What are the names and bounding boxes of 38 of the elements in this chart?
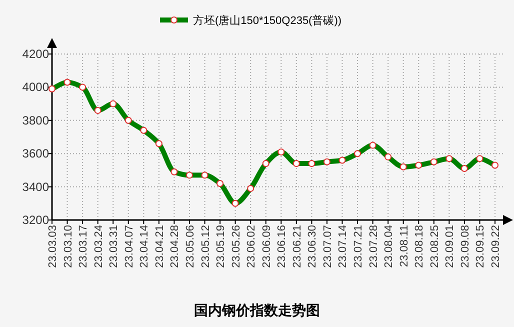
y-tick-label: 4200 bbox=[22, 47, 50, 61]
x-tick-label: 23.03.17 bbox=[78, 225, 90, 268]
x-tick-label: 23.08.25 bbox=[428, 225, 441, 268]
x-tick-label: 23.04.28 bbox=[169, 225, 182, 268]
x-tick-label: 23.09.22 bbox=[490, 225, 502, 268]
y-tick-label: 3800 bbox=[22, 113, 50, 128]
x-tick-label: 23.08.11 bbox=[398, 225, 410, 268]
y-tick-label: 3400 bbox=[22, 180, 50, 194]
x-tick-label: 23.08.18 bbox=[414, 225, 426, 268]
y-tick-label: 3200 bbox=[22, 213, 50, 227]
x-tick-label: 23.04.21 bbox=[154, 225, 166, 268]
x-tick-label: 23.05.19 bbox=[215, 225, 228, 268]
legend-label: 方坯(唐山150*150Q235(普碳)) bbox=[193, 14, 342, 27]
y-tick-label: 3600 bbox=[22, 146, 50, 161]
x-tick-label: 23.03.31 bbox=[108, 225, 120, 268]
x-tick-label: 23.09.01 bbox=[444, 225, 456, 268]
x-tick-label: 23.05.12 bbox=[200, 225, 212, 268]
x-tick-label: 23.09.08 bbox=[459, 225, 472, 268]
x-tick-label: 23.07.14 bbox=[337, 225, 350, 268]
x-tick-label: 23.05.26 bbox=[230, 225, 242, 268]
x-tick-label: 23.06.16 bbox=[276, 225, 288, 268]
x-tick-label: 23.07.28 bbox=[368, 225, 380, 268]
text: 国内钢价指数走势图 bbox=[194, 302, 320, 318]
x-tick-label: 23.06.02 bbox=[246, 225, 258, 268]
x-tick-label: 23.07.07 bbox=[322, 225, 334, 268]
x-tick-label: 23.03.10 bbox=[62, 225, 74, 268]
x-tick-label: 23.06.09 bbox=[260, 225, 273, 268]
x-tick-label: 23.06.21 bbox=[291, 225, 304, 268]
x-tick-label: 23.05.06 bbox=[184, 225, 196, 268]
y-tick-label: 4000 bbox=[22, 80, 50, 94]
x-tick-label: 23.09.15 bbox=[474, 225, 487, 268]
x-tick-label: 23.07.21 bbox=[352, 225, 365, 268]
x-tick-label: 23.04.07 bbox=[123, 225, 136, 268]
x-tick-label: 23.03.24 bbox=[92, 225, 105, 268]
x-tick-label: 23.03.03 bbox=[47, 225, 59, 268]
x-tick-label: 23.04.14 bbox=[138, 225, 151, 268]
x-tick-label: 23.08.04 bbox=[383, 225, 396, 268]
x-tick-label: 23.06.30 bbox=[306, 225, 319, 268]
